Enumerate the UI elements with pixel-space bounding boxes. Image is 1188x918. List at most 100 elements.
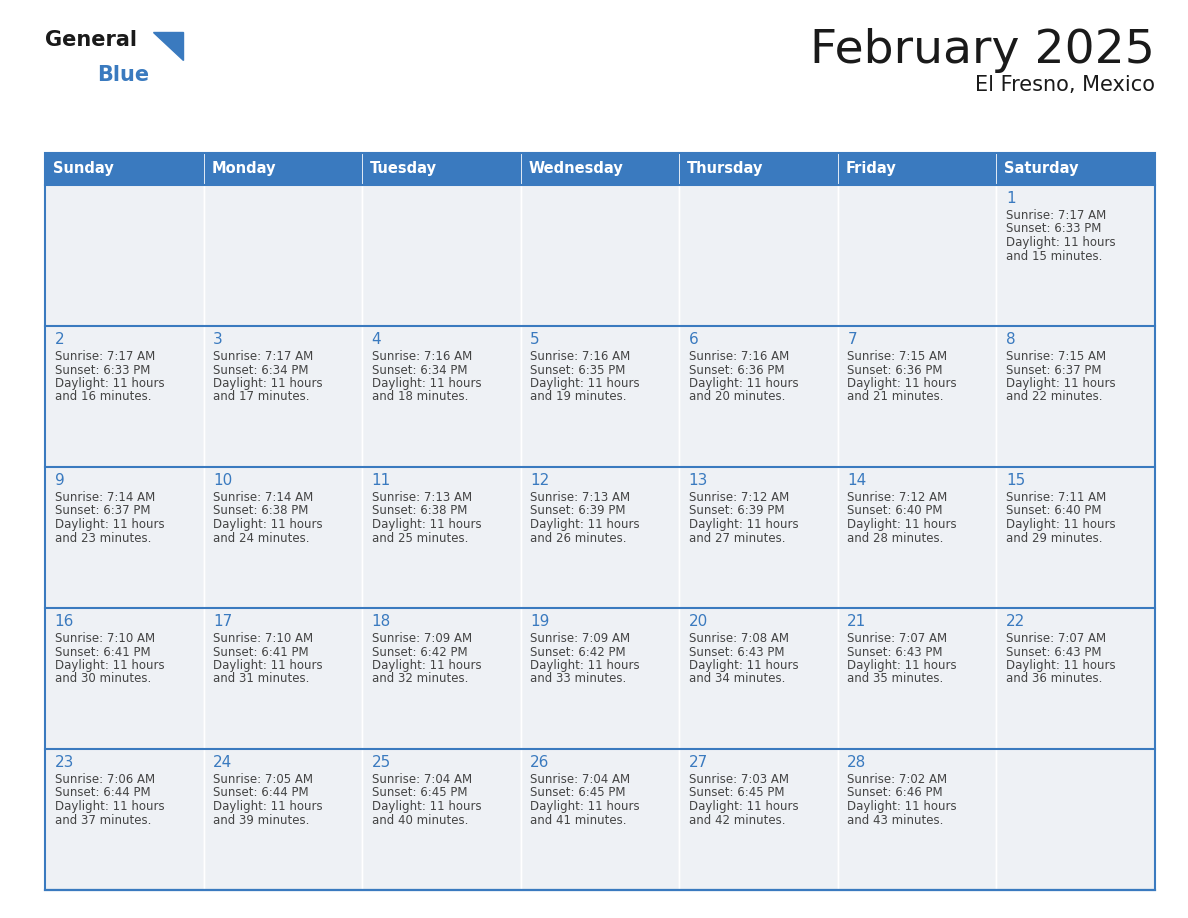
Bar <box>680 185 838 326</box>
Text: 26: 26 <box>530 755 550 770</box>
Text: and 26 minutes.: and 26 minutes. <box>530 532 627 544</box>
Bar <box>997 608 1155 749</box>
Bar <box>203 326 362 467</box>
Text: Daylight: 11 hours: Daylight: 11 hours <box>847 659 958 672</box>
Text: and 29 minutes.: and 29 minutes. <box>1006 532 1102 544</box>
Text: and 40 minutes.: and 40 minutes. <box>372 813 468 826</box>
Text: 15: 15 <box>1006 473 1025 488</box>
Bar <box>45 467 203 608</box>
Text: Sunset: 6:46 PM: Sunset: 6:46 PM <box>847 787 943 800</box>
Text: Blue: Blue <box>97 65 150 85</box>
Text: 21: 21 <box>847 614 866 629</box>
Text: Daylight: 11 hours: Daylight: 11 hours <box>530 800 640 813</box>
Text: Sunset: 6:45 PM: Sunset: 6:45 PM <box>530 787 626 800</box>
Text: Daylight: 11 hours: Daylight: 11 hours <box>530 659 640 672</box>
Text: Sunset: 6:33 PM: Sunset: 6:33 PM <box>1006 222 1101 236</box>
Bar <box>838 749 997 890</box>
Bar <box>45 749 203 890</box>
Bar <box>203 467 362 608</box>
Bar <box>520 153 680 185</box>
Text: Daylight: 11 hours: Daylight: 11 hours <box>689 800 798 813</box>
Text: and 16 minutes.: and 16 minutes. <box>55 390 151 404</box>
Text: Sunrise: 7:05 AM: Sunrise: 7:05 AM <box>213 773 314 786</box>
Text: Sunset: 6:44 PM: Sunset: 6:44 PM <box>213 787 309 800</box>
Text: 6: 6 <box>689 332 699 347</box>
Text: Monday: Monday <box>211 162 276 176</box>
Text: Daylight: 11 hours: Daylight: 11 hours <box>55 377 164 390</box>
Text: and 28 minutes.: and 28 minutes. <box>847 532 943 544</box>
Text: 5: 5 <box>530 332 539 347</box>
Bar <box>362 326 520 467</box>
Text: and 24 minutes.: and 24 minutes. <box>213 532 310 544</box>
Text: Daylight: 11 hours: Daylight: 11 hours <box>847 800 958 813</box>
Text: and 41 minutes.: and 41 minutes. <box>530 813 627 826</box>
Text: and 43 minutes.: and 43 minutes. <box>847 813 943 826</box>
Text: Sunrise: 7:07 AM: Sunrise: 7:07 AM <box>847 632 948 645</box>
Bar <box>520 467 680 608</box>
Text: Thursday: Thursday <box>687 162 764 176</box>
Bar <box>680 608 838 749</box>
Bar <box>203 749 362 890</box>
Text: and 36 minutes.: and 36 minutes. <box>1006 673 1102 686</box>
Text: Sunset: 6:36 PM: Sunset: 6:36 PM <box>847 364 943 376</box>
Text: and 18 minutes.: and 18 minutes. <box>372 390 468 404</box>
Text: Daylight: 11 hours: Daylight: 11 hours <box>847 518 958 531</box>
Bar <box>362 185 520 326</box>
Text: Sunrise: 7:10 AM: Sunrise: 7:10 AM <box>55 632 154 645</box>
Text: Sunrise: 7:06 AM: Sunrise: 7:06 AM <box>55 773 154 786</box>
Bar <box>680 749 838 890</box>
Bar <box>838 608 997 749</box>
Text: and 34 minutes.: and 34 minutes. <box>689 673 785 686</box>
Text: 9: 9 <box>55 473 64 488</box>
Text: Friday: Friday <box>846 162 897 176</box>
Polygon shape <box>153 32 183 60</box>
Text: Sunset: 6:34 PM: Sunset: 6:34 PM <box>213 364 309 376</box>
Text: and 37 minutes.: and 37 minutes. <box>55 813 151 826</box>
Text: Sunrise: 7:07 AM: Sunrise: 7:07 AM <box>1006 632 1106 645</box>
Text: Sunrise: 7:08 AM: Sunrise: 7:08 AM <box>689 632 789 645</box>
Text: Sunset: 6:36 PM: Sunset: 6:36 PM <box>689 364 784 376</box>
Text: Daylight: 11 hours: Daylight: 11 hours <box>55 800 164 813</box>
Text: and 22 minutes.: and 22 minutes. <box>1006 390 1102 404</box>
Text: Sunset: 6:43 PM: Sunset: 6:43 PM <box>1006 645 1101 658</box>
Bar <box>838 185 997 326</box>
Text: Sunset: 6:37 PM: Sunset: 6:37 PM <box>55 505 150 518</box>
Text: Sunset: 6:38 PM: Sunset: 6:38 PM <box>372 505 467 518</box>
Bar <box>203 185 362 326</box>
Text: Daylight: 11 hours: Daylight: 11 hours <box>689 659 798 672</box>
Text: 11: 11 <box>372 473 391 488</box>
Bar <box>997 467 1155 608</box>
Bar <box>680 467 838 608</box>
Text: 25: 25 <box>372 755 391 770</box>
Text: Sunset: 6:35 PM: Sunset: 6:35 PM <box>530 364 626 376</box>
Text: Saturday: Saturday <box>1004 162 1079 176</box>
Text: Sunset: 6:38 PM: Sunset: 6:38 PM <box>213 505 309 518</box>
Text: Sunrise: 7:16 AM: Sunrise: 7:16 AM <box>689 350 789 363</box>
Text: Sunset: 6:39 PM: Sunset: 6:39 PM <box>689 505 784 518</box>
Text: Sunrise: 7:13 AM: Sunrise: 7:13 AM <box>372 491 472 504</box>
Text: Daylight: 11 hours: Daylight: 11 hours <box>213 659 323 672</box>
Text: Sunset: 6:42 PM: Sunset: 6:42 PM <box>530 645 626 658</box>
Bar <box>362 608 520 749</box>
Text: Daylight: 11 hours: Daylight: 11 hours <box>1006 236 1116 249</box>
Text: Sunrise: 7:09 AM: Sunrise: 7:09 AM <box>530 632 631 645</box>
Text: Wednesday: Wednesday <box>529 162 624 176</box>
Text: and 21 minutes.: and 21 minutes. <box>847 390 944 404</box>
Text: Daylight: 11 hours: Daylight: 11 hours <box>213 518 323 531</box>
Text: Tuesday: Tuesday <box>371 162 437 176</box>
Text: February 2025: February 2025 <box>810 28 1155 73</box>
Text: and 20 minutes.: and 20 minutes. <box>689 390 785 404</box>
Text: 28: 28 <box>847 755 866 770</box>
Text: 12: 12 <box>530 473 550 488</box>
Text: and 39 minutes.: and 39 minutes. <box>213 813 309 826</box>
Text: Sunrise: 7:16 AM: Sunrise: 7:16 AM <box>530 350 631 363</box>
Text: Sunrise: 7:17 AM: Sunrise: 7:17 AM <box>213 350 314 363</box>
Bar <box>362 467 520 608</box>
Text: 2: 2 <box>55 332 64 347</box>
Bar <box>45 153 203 185</box>
Text: 1: 1 <box>1006 191 1016 206</box>
Text: Daylight: 11 hours: Daylight: 11 hours <box>1006 659 1116 672</box>
Bar <box>45 185 203 326</box>
Text: and 31 minutes.: and 31 minutes. <box>213 673 309 686</box>
Text: Sunset: 6:41 PM: Sunset: 6:41 PM <box>213 645 309 658</box>
